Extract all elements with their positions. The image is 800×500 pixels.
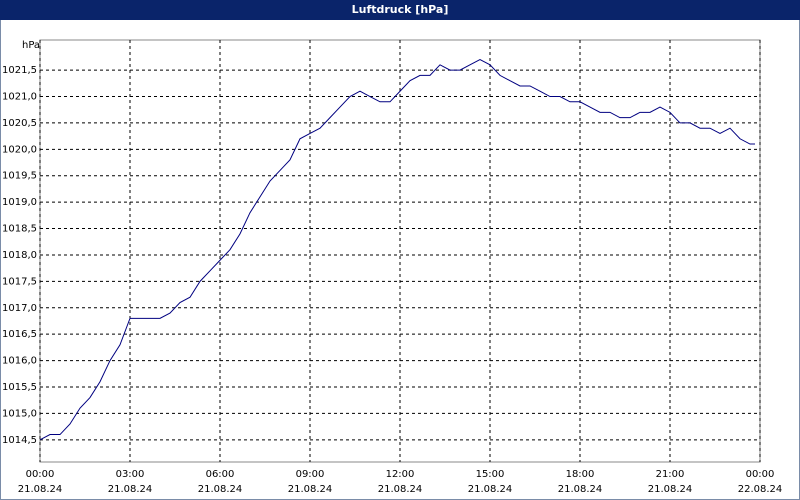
y-tick-label: 1020,5 xyxy=(2,118,37,129)
y-tick-label: 1019,0 xyxy=(2,197,37,208)
x-tick-date: 22.08.24 xyxy=(738,484,783,495)
y-tick-label: 1018,0 xyxy=(2,250,37,261)
x-tick-date: 21.08.24 xyxy=(468,484,513,495)
x-tick-label: 12:00 xyxy=(386,469,415,480)
x-tick-date: 21.08.24 xyxy=(558,484,603,495)
x-tick-label: 09:00 xyxy=(296,469,325,480)
y-tick-label: 1015,0 xyxy=(2,408,37,419)
y-tick-label: 1019,5 xyxy=(2,171,37,182)
x-tick-date: 21.08.24 xyxy=(108,484,153,495)
x-tick-label: 21:00 xyxy=(656,469,685,480)
title-bar xyxy=(0,0,800,20)
y-tick-label: 1017,5 xyxy=(2,276,37,287)
x-tick-date: 21.08.24 xyxy=(198,484,243,495)
data-line xyxy=(39,58,755,441)
y-tick-label: 1021,0 xyxy=(2,92,37,103)
x-tick-label: 03:00 xyxy=(116,469,145,480)
x-tick-date: 21.08.24 xyxy=(18,484,63,495)
y-tick-label: 1020,0 xyxy=(2,144,37,155)
x-tick-label: 00:00 xyxy=(26,469,55,480)
y-tick-label: 1014,5 xyxy=(2,435,37,446)
chart-title: Luftdruck [hPa] xyxy=(352,3,449,16)
x-tick-date: 21.08.24 xyxy=(288,484,333,495)
x-tick-label: 00:00 xyxy=(746,469,775,480)
y-tick-label: 1021,5 xyxy=(2,65,37,76)
x-tick-label: 15:00 xyxy=(476,469,505,480)
x-tick-label: 18:00 xyxy=(566,469,595,480)
y-tick-label: 1016,0 xyxy=(2,356,37,367)
y-axis-label: hPa xyxy=(22,40,40,51)
y-tick-label: 1016,5 xyxy=(2,329,37,340)
x-tick-date: 21.08.24 xyxy=(378,484,423,495)
x-tick-label: 06:00 xyxy=(206,469,235,480)
x-tick-date: 21.08.24 xyxy=(648,484,693,495)
y-tick-label: 1018,5 xyxy=(2,224,37,235)
y-tick-label: 1017,0 xyxy=(2,303,37,314)
y-tick-label: 1015,5 xyxy=(2,382,37,393)
